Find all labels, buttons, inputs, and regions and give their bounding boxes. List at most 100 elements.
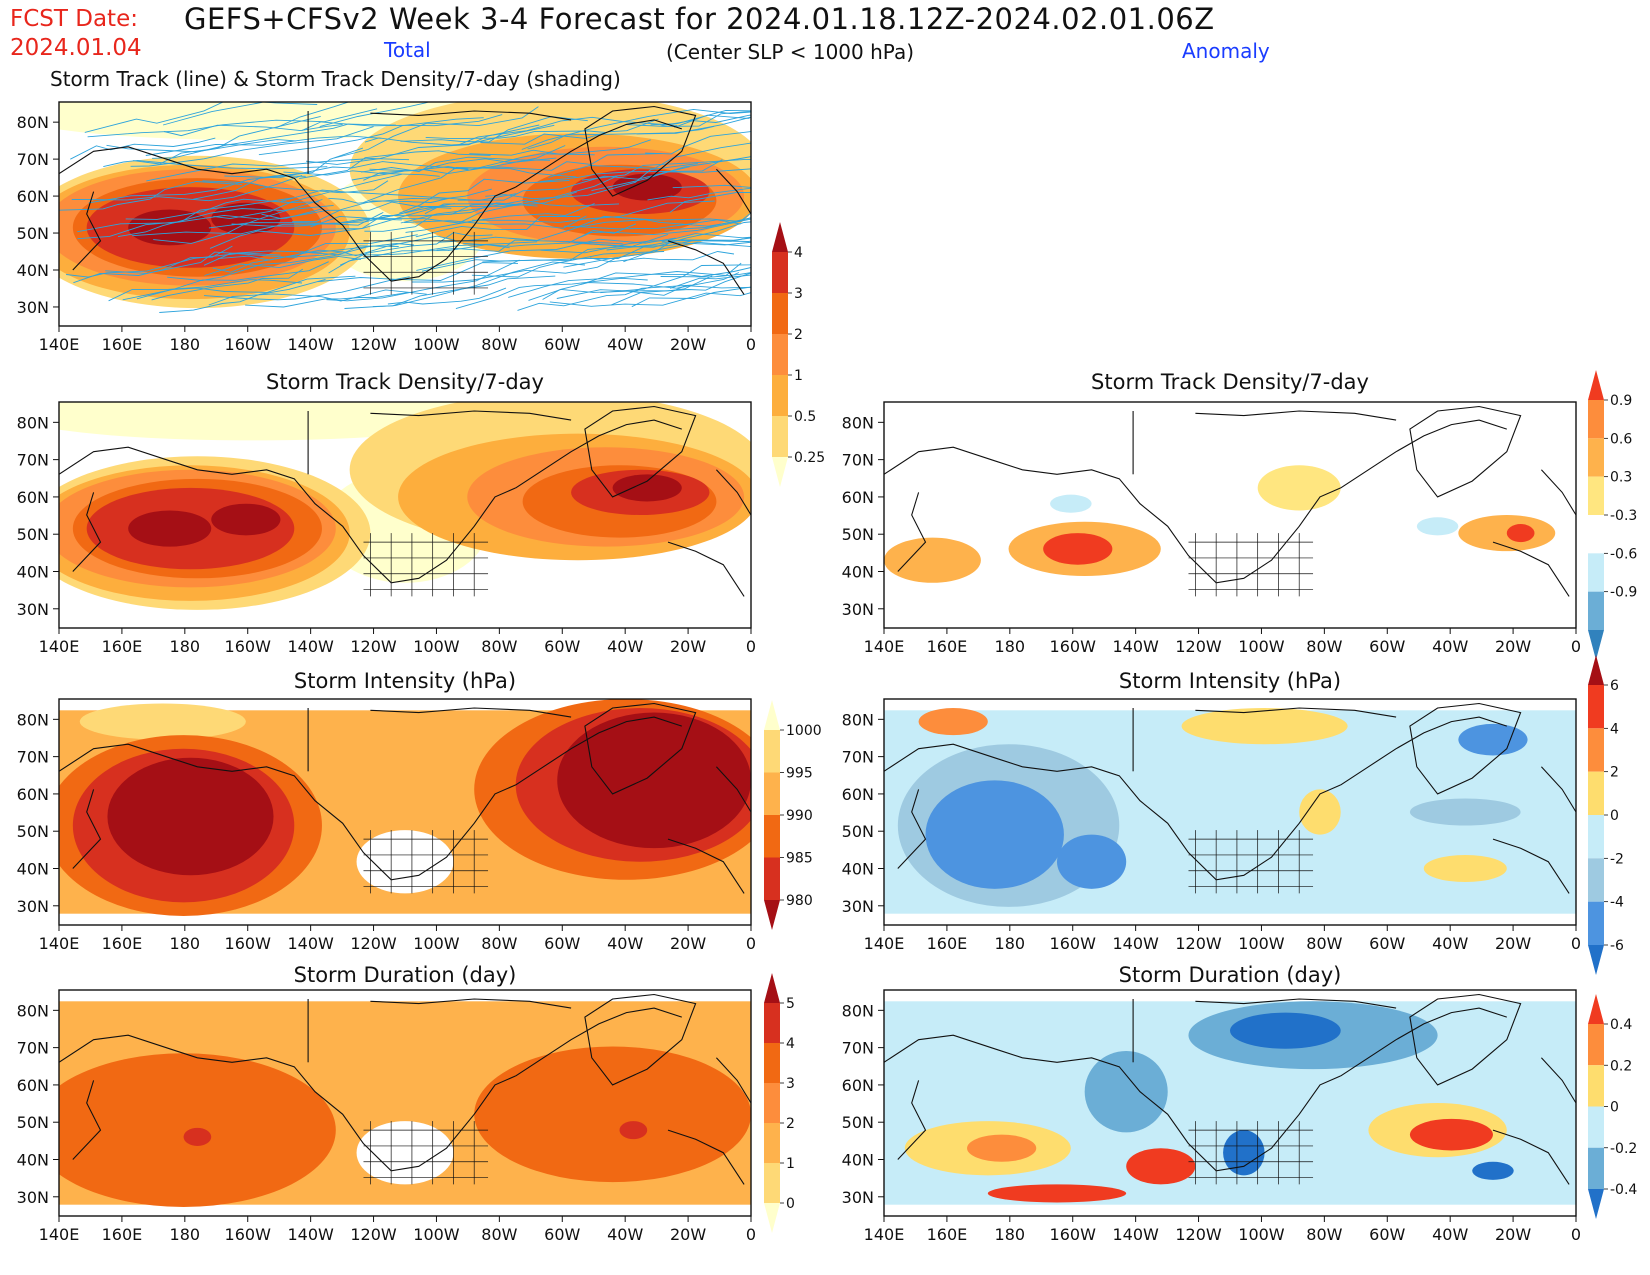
lon-tick-label: 20W xyxy=(670,335,706,354)
coastline xyxy=(1409,702,1522,795)
state-borders xyxy=(363,830,489,894)
colorbar-segment xyxy=(772,334,788,375)
lat-tick-label: 50N xyxy=(17,822,49,841)
lat-tick-label: 70N xyxy=(842,451,874,470)
lon-tick-label: 120W xyxy=(350,934,397,953)
top-panel-title: Storm Track (line) & Storm Track Density… xyxy=(50,67,621,91)
field-shading xyxy=(1257,465,1341,511)
colorbar-cap-top xyxy=(764,700,780,730)
lon-tick-label: 40W xyxy=(1432,1225,1468,1244)
lon-tick-label: 140W xyxy=(287,1225,334,1244)
lon-tick-label: 140W xyxy=(1112,1225,1159,1244)
field-shading xyxy=(1223,1130,1265,1176)
coastline xyxy=(584,405,697,498)
coastline xyxy=(715,766,751,813)
colorbar-label: 980 xyxy=(786,893,813,909)
coastline xyxy=(1195,707,1397,718)
panel-title: Storm Intensity (hPa) xyxy=(1119,669,1341,693)
colorbar-segment xyxy=(772,416,788,457)
lon-tick-label: 60W xyxy=(1369,637,1405,656)
colorbar-label: 1000 xyxy=(786,723,822,739)
field-shading xyxy=(557,712,751,849)
lon-tick-label: 120W xyxy=(350,335,397,354)
lat-tick-label: 80N xyxy=(842,710,874,729)
lon-tick-label: 0 xyxy=(746,637,756,656)
lon-tick-label: 140W xyxy=(287,934,334,953)
coastline xyxy=(667,541,745,597)
coastline xyxy=(1540,1057,1576,1104)
lat-tick-label: 70N xyxy=(17,150,49,169)
lon-tick-label: 120W xyxy=(1175,934,1222,953)
lon-tick-label: 100W xyxy=(1238,934,1285,953)
state-borders xyxy=(1188,830,1314,894)
coastline xyxy=(370,410,572,421)
colorbar-label: -2 xyxy=(1610,851,1624,867)
lat-tick-label: 60N xyxy=(842,785,874,804)
map-panel-density-anom: 80N 70N 60N 50N 40N 30N 140E 160E 180 160W 140W 120… xyxy=(842,401,1581,656)
lon-tick-label: 160W xyxy=(225,335,272,354)
coastline xyxy=(59,1034,516,1172)
lon-tick-label: 20W xyxy=(1495,1225,1531,1244)
colorbar-cap-bottom xyxy=(764,1203,780,1233)
lon-tick-label: 160W xyxy=(225,934,272,953)
colorbar-label: -0.6 xyxy=(1610,546,1637,562)
lat-tick-label: 70N xyxy=(842,748,874,767)
colorbar-segment xyxy=(772,252,788,293)
colorbar-cap-bottom xyxy=(772,457,788,487)
field-shading xyxy=(1299,789,1341,835)
lon-tick-label: 20W xyxy=(670,934,706,953)
colorbar-segment xyxy=(764,730,780,773)
lon-tick-label: 80W xyxy=(481,335,517,354)
lon-tick-label: 60W xyxy=(544,637,580,656)
coastline xyxy=(884,1034,1341,1172)
colorbar-segment xyxy=(764,1003,780,1043)
lon-tick-label: 0 xyxy=(1571,637,1581,656)
lat-tick-label: 60N xyxy=(842,488,874,507)
coastline xyxy=(667,240,745,295)
coastline xyxy=(667,838,745,894)
lon-tick-label: 20W xyxy=(1495,637,1531,656)
lon-tick-label: 60W xyxy=(544,1225,580,1244)
colorbar-segment xyxy=(1588,476,1604,515)
lat-tick-label: 50N xyxy=(17,224,49,243)
colorbar-label: 2 xyxy=(786,1116,795,1132)
field-shading xyxy=(183,1127,212,1146)
colorbar-cap-top xyxy=(1588,655,1604,685)
coastline xyxy=(59,146,516,282)
map-panel-density-total: 80N 70N 60N 50N 40N 30N 140E 160E 180 160W 140W 120… xyxy=(17,401,756,656)
colorbar-label: 2 xyxy=(794,327,803,343)
colorbar-label: 0.25 xyxy=(794,450,825,466)
lon-tick-label: 140E xyxy=(39,637,80,656)
lon-tick-label: 160W xyxy=(225,637,272,656)
lon-tick-label: 160E xyxy=(102,637,143,656)
field-shading xyxy=(128,510,212,547)
colorbar-segment xyxy=(1588,1106,1604,1148)
coastline xyxy=(515,419,682,489)
field-shading xyxy=(356,1121,454,1185)
field-shading xyxy=(1416,517,1459,536)
colorbar-label: -0.4 xyxy=(1610,1182,1637,1198)
state-borders xyxy=(363,533,489,597)
coastline xyxy=(515,119,682,188)
colorbar-segment xyxy=(1588,815,1604,859)
colorbar-cap-bottom xyxy=(764,900,780,930)
field-shading xyxy=(1043,533,1113,565)
lon-tick-label: 120W xyxy=(1175,637,1222,656)
colorbar-label: 0.4 xyxy=(1610,1017,1632,1033)
colorbar-segment xyxy=(1588,1024,1604,1066)
lon-tick-label: 20W xyxy=(670,637,706,656)
coastline xyxy=(897,492,927,572)
lon-tick-label: 40W xyxy=(607,934,643,953)
field-shading xyxy=(1409,1118,1493,1151)
colorbar-segment xyxy=(1588,858,1604,902)
lon-tick-label: 160E xyxy=(102,934,143,953)
lon-tick-label: 140W xyxy=(1112,637,1159,656)
lon-tick-label: 100W xyxy=(413,1225,460,1244)
lat-tick-label: 80N xyxy=(842,1001,874,1020)
coastline xyxy=(884,446,1341,584)
lat-tick-label: 60N xyxy=(17,785,49,804)
coastline xyxy=(1340,419,1507,489)
lon-tick-label: 40W xyxy=(607,637,643,656)
colorbar-segment xyxy=(1588,515,1604,554)
